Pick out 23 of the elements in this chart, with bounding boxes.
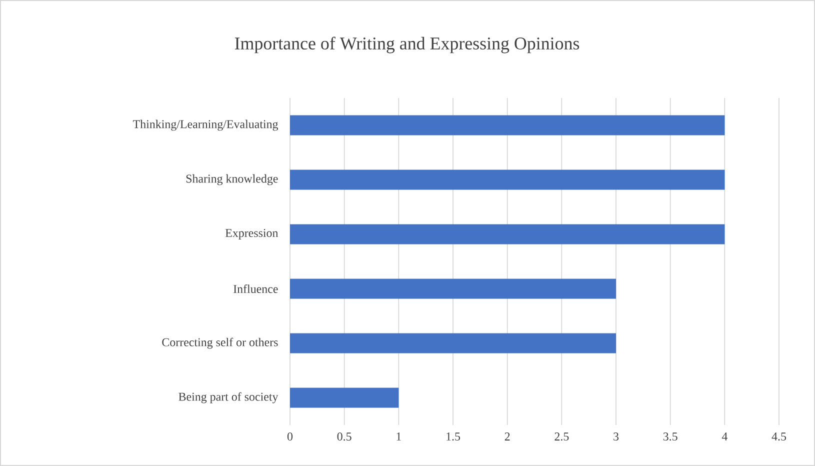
x-tick-label: 1 [396,432,401,440]
bar [290,333,616,354]
bar [290,115,725,136]
x-tick-label: 2.5 [554,432,569,441]
y-tick-label: Sharing knowledge [186,174,278,186]
x-tick-label: 0.5 [337,432,352,441]
bar [290,170,725,190]
x-tick-label: 3 [614,432,619,441]
bar [290,224,725,244]
y-tick-label: Correcting self or others [162,338,278,349]
x-tick-label: 2 [504,432,510,440]
chart-title: Importance of Writing and Expressing Opinions [234,36,580,54]
y-tick-label: Being part of society [178,392,278,404]
bar [290,278,616,299]
y-tick-label: Thinking/Learning/Evaluating [133,120,278,131]
x-tick-label: 4.5 [772,432,786,441]
x-tick-label: 0 [287,432,293,441]
y-tick-label: Influence [234,284,278,294]
x-tick-label: 3.5 [663,432,678,441]
bar [290,388,399,408]
y-tick-label: Expression [225,229,278,240]
x-tick-label: 1.5 [446,432,460,441]
x-tick-label: 4 [722,432,728,440]
